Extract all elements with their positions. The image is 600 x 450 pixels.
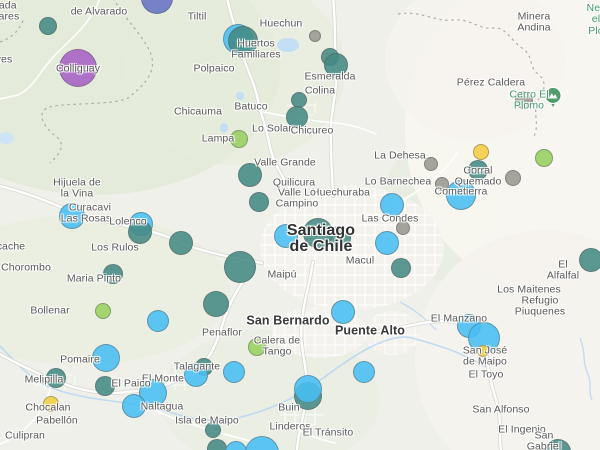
map-marker-teal[interactable] — [95, 376, 115, 396]
terrain-mountain-patch — [415, 230, 600, 450]
map-marker-blue[interactable] — [331, 300, 355, 324]
map-marker-blue[interactable] — [59, 203, 85, 229]
map-marker-green[interactable] — [95, 303, 111, 319]
map-marker-teal[interactable] — [46, 368, 66, 388]
mountain-poi-icon[interactable] — [544, 87, 562, 109]
map-marker-green[interactable] — [535, 149, 553, 167]
map-marker-teal[interactable] — [103, 264, 123, 284]
river-maipo — [0, 336, 489, 422]
boundary-lines — [0, 0, 545, 164]
map-marker-blue[interactable] — [122, 394, 146, 418]
river-stream — [579, 337, 593, 401]
map-marker-yellow[interactable] — [477, 345, 489, 357]
map-marker-teal[interactable] — [579, 248, 600, 272]
map-marker-teal[interactable] — [249, 192, 269, 212]
map-marker-gray[interactable] — [515, 91, 533, 109]
map-marker-purple[interactable] — [59, 49, 97, 87]
map-marker-teal[interactable] — [228, 26, 258, 56]
map-marker-blue[interactable] — [294, 375, 322, 403]
map-marker-blue[interactable] — [92, 344, 120, 372]
map-marker-teal[interactable] — [203, 291, 229, 317]
map-marker-teal[interactable] — [169, 231, 193, 255]
map-marker-gray[interactable] — [424, 157, 438, 171]
urban-areas — [33, 98, 444, 428]
map-marker-blue[interactable] — [375, 231, 399, 255]
map-marker-blue[interactable] — [446, 180, 476, 210]
map-marker-teal[interactable] — [39, 17, 57, 35]
map-marker-gray[interactable] — [396, 221, 410, 235]
water-layer — [0, 38, 593, 422]
map-marker-blue[interactable] — [223, 361, 245, 383]
map-marker-gray[interactable] — [505, 170, 521, 186]
map-marker-yellow[interactable] — [473, 144, 489, 160]
map-marker-blue[interactable] — [184, 363, 208, 387]
map-marker-teal[interactable] — [327, 226, 351, 250]
map-marker-teal[interactable] — [324, 53, 348, 77]
map-marker-blue[interactable] — [274, 224, 298, 248]
map-marker-teal[interactable] — [238, 163, 262, 187]
map-marker-green[interactable] — [248, 338, 266, 356]
map-marker-green[interactable] — [230, 130, 248, 148]
map-marker-yellow[interactable] — [43, 396, 59, 412]
map-marker-blue[interactable] — [147, 310, 169, 332]
map-marker-gray[interactable] — [435, 177, 449, 191]
map-marker-blue[interactable] — [380, 193, 404, 217]
map-marker-teal[interactable] — [286, 106, 308, 128]
river-stream — [399, 301, 437, 331]
map-marker-teal[interactable] — [391, 258, 411, 278]
map-marker-teal[interactable] — [205, 422, 221, 438]
map-marker-teal[interactable] — [468, 160, 488, 180]
map-marker-blue[interactable] — [353, 361, 375, 383]
terrain-green-patch — [0, 215, 230, 365]
map-marker-teal[interactable] — [128, 220, 152, 244]
map-marker-gray[interactable] — [309, 30, 321, 42]
map-marker-teal[interactable] — [224, 251, 256, 283]
